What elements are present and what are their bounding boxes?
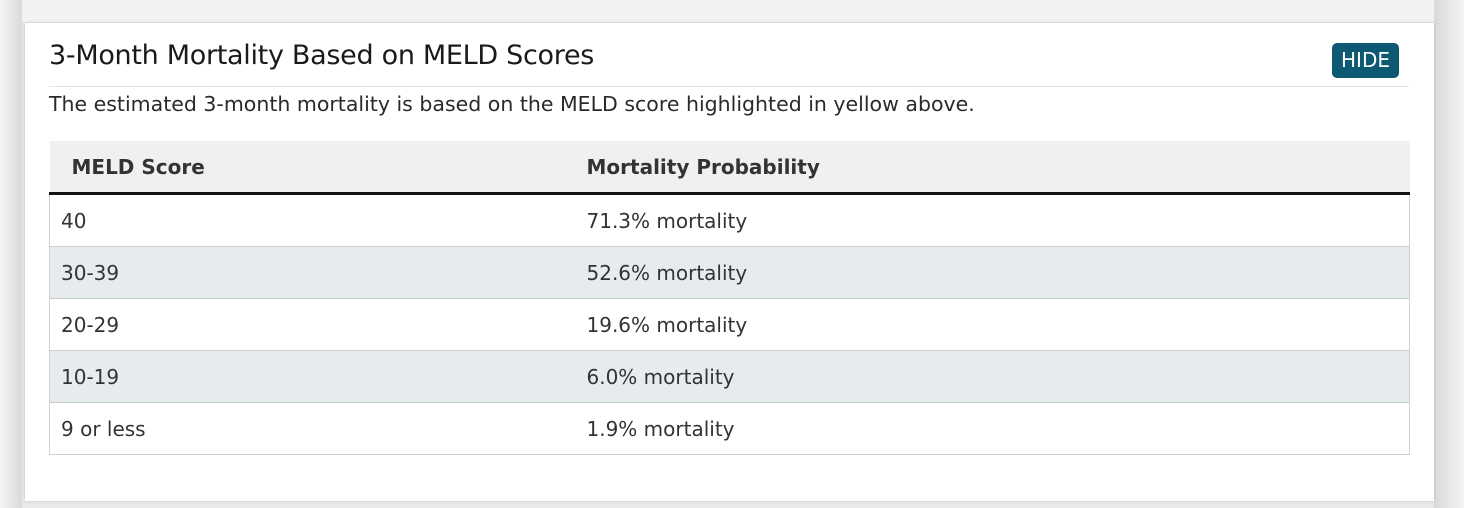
table-row: 20-29 19.6% mortality xyxy=(49,298,1410,351)
meld-mortality-panel: 3-Month Mortality Based on MELD Scores H… xyxy=(25,23,1434,501)
page-background-top xyxy=(0,0,1464,22)
column-header-mortality-probability: Mortality Probability xyxy=(586,141,1410,195)
page-background-left xyxy=(0,0,22,508)
table-row: 30-39 52.6% mortality xyxy=(49,246,1410,299)
page-background-right xyxy=(1434,0,1464,508)
table-row: 10-19 6.0% mortality xyxy=(49,350,1410,403)
meld-score-cell: 10-19 xyxy=(49,350,587,403)
hide-button[interactable]: HIDE xyxy=(1332,43,1399,78)
meld-score-cell: 9 or less xyxy=(49,402,587,455)
meld-score-cell: 40 xyxy=(49,193,587,247)
panel-description: The estimated 3-month mortality is based… xyxy=(49,92,975,116)
mortality-cell: 19.6% mortality xyxy=(586,298,1410,351)
table-row: 40 71.3% mortality xyxy=(49,193,1410,247)
panel-title: 3-Month Mortality Based on MELD Scores xyxy=(49,40,595,71)
meld-score-cell: 20-29 xyxy=(49,298,587,351)
panel-header: 3-Month Mortality Based on MELD Scores H… xyxy=(49,39,1409,87)
mortality-cell: 52.6% mortality xyxy=(586,246,1410,299)
meld-score-cell: 30-39 xyxy=(49,246,587,299)
table-row: 9 or less 1.9% mortality xyxy=(49,402,1410,455)
table-header-row: MELD Score Mortality Probability xyxy=(49,141,1410,195)
column-header-meld-score: MELD Score xyxy=(49,141,587,195)
mortality-cell: 1.9% mortality xyxy=(586,402,1410,455)
mortality-cell: 6.0% mortality xyxy=(586,350,1410,403)
meld-mortality-table: MELD Score Mortality Probability 40 71.3… xyxy=(49,141,1410,455)
mortality-cell: 71.3% mortality xyxy=(586,193,1410,247)
